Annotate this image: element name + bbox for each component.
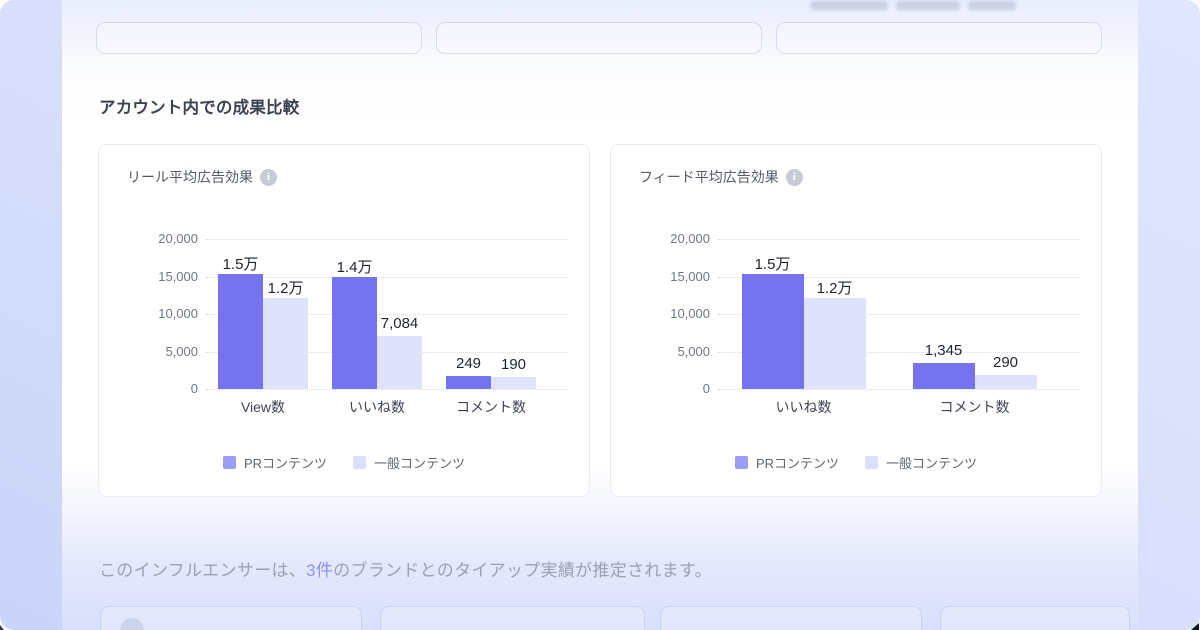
ghost-avatar bbox=[120, 618, 144, 630]
y-axis-tick: 5,000 bbox=[165, 343, 198, 359]
info-icon[interactable]: i bbox=[785, 168, 803, 186]
bar-pr bbox=[912, 363, 975, 389]
bar-general bbox=[974, 375, 1037, 389]
ghost-cropped-text bbox=[896, 1, 960, 10]
tieup-summary: このインフルエンサーは、3件のブランドとのタイアップ実績が推定されます。 bbox=[99, 556, 712, 581]
ghost-card-bottom bbox=[380, 606, 645, 630]
ghost-card-top bbox=[436, 22, 762, 54]
y-axis-tick: 15,000 bbox=[158, 268, 198, 284]
section-title: アカウント内での成果比較 bbox=[99, 99, 300, 117]
x-axis-category: いいね数 bbox=[775, 399, 832, 415]
y-axis-tick: 20,000 bbox=[158, 231, 198, 246]
legend-swatch-pr bbox=[734, 456, 748, 469]
legend-item-general: 一般コンテンツ bbox=[353, 453, 465, 472]
legend-label-pr: PRコンテンツ bbox=[243, 456, 328, 471]
gridline bbox=[718, 276, 1080, 278]
ghost-card-bottom bbox=[660, 606, 922, 630]
summary-highlight: 3件 bbox=[306, 561, 334, 580]
cursor-artifact bbox=[1191, 623, 1199, 630]
bar-pr bbox=[218, 274, 263, 389]
summary-prefix: このインフルエンサーは、 bbox=[99, 561, 307, 580]
bar-pr bbox=[741, 274, 804, 389]
legend-item-pr: PRコンテンツ bbox=[734, 453, 840, 472]
legend-item-pr: PRコンテンツ bbox=[222, 453, 328, 472]
gridline bbox=[206, 276, 568, 278]
feed-chart-plot: 20,000 15,000 10,000 5,000 0 1.5万 1.2万いいね数 1,34… bbox=[611, 145, 1103, 498]
x-axis-category: コメント数 bbox=[939, 399, 1010, 415]
bar-value-label: 1,345 bbox=[924, 342, 963, 359]
feed-chart-card: フィード平均広告効果 i 20,000 15,000 10,000 5,000 0 1.5… bbox=[610, 144, 1102, 497]
summary-suffix: のブランドとのタイアップ実績が推定されます。 bbox=[333, 561, 712, 580]
feed-chart-title: フィード平均広告効果 bbox=[639, 169, 779, 185]
gridline bbox=[718, 239, 1080, 240]
reel-chart-card: リール平均広告効果 i 20,000 15,000 10,000 5,000 0 1.5万… bbox=[98, 144, 590, 497]
ghost-cropped-text bbox=[968, 1, 1016, 10]
legend-swatch-general bbox=[865, 456, 879, 469]
bar-value-label: 1.2万 bbox=[816, 279, 853, 297]
y-axis-tick: 5,000 bbox=[677, 343, 710, 359]
corner-artifact bbox=[0, 625, 4, 630]
bar-general bbox=[377, 335, 422, 389]
bar-value-label: 7,084 bbox=[380, 314, 419, 332]
y-axis-tick: 0 bbox=[190, 381, 198, 396]
bar-value-label: 1.4万 bbox=[336, 259, 373, 277]
gridline bbox=[718, 389, 1080, 390]
info-icon[interactable]: i bbox=[260, 168, 277, 186]
y-axis-tick: 0 bbox=[702, 381, 710, 396]
feed-chart-header: フィード平均広告効果 i bbox=[639, 167, 803, 187]
legend-item-general: 一般コンテンツ bbox=[865, 453, 977, 472]
reel-chart-title: リール平均広告効果 bbox=[127, 169, 253, 185]
ghost-card-top bbox=[96, 22, 422, 54]
y-axis-tick: 10,000 bbox=[670, 306, 710, 321]
bar-value-label: 249 bbox=[455, 354, 482, 372]
legend-label-pr: PRコンテンツ bbox=[755, 456, 840, 471]
y-axis-tick: 20,000 bbox=[670, 231, 710, 246]
legend-label-general: 一般コンテンツ bbox=[886, 456, 978, 471]
bar-pr bbox=[446, 375, 491, 389]
gridline bbox=[718, 351, 1080, 353]
x-axis-category: View数 bbox=[240, 399, 286, 415]
bar-pr bbox=[332, 277, 377, 389]
bar-value-label: 1.5万 bbox=[222, 256, 259, 274]
gridline bbox=[718, 314, 1080, 315]
bar-value-label: 290 bbox=[992, 354, 1019, 372]
bar-value-label: 190 bbox=[500, 355, 527, 373]
gridline bbox=[206, 389, 568, 390]
y-axis-tick: 15,000 bbox=[670, 268, 710, 284]
ghost-card-bottom bbox=[940, 606, 1130, 630]
feed-chart-legend: PRコンテンツ 一般コンテンツ bbox=[611, 453, 1101, 472]
legend-swatch-general bbox=[353, 456, 367, 469]
ghost-cropped-text bbox=[810, 1, 888, 10]
bar-general bbox=[491, 376, 536, 389]
reel-chart-plot: 20,000 15,000 10,000 5,000 0 1.5万 1.2万 View数 1.4… bbox=[99, 145, 591, 498]
reel-chart-legend: PRコンテンツ 一般コンテンツ bbox=[99, 453, 589, 472]
bar-value-label: 1.5万 bbox=[754, 256, 791, 274]
legend-swatch-pr bbox=[222, 456, 236, 469]
bar-general bbox=[263, 297, 308, 389]
bar-value-label: 1.2万 bbox=[267, 279, 304, 297]
reel-chart-header: リール平均広告効果 i bbox=[127, 167, 277, 187]
ghost-card-bottom bbox=[100, 606, 362, 630]
x-axis-category: いいね数 bbox=[349, 399, 405, 415]
gridline bbox=[206, 239, 568, 240]
x-axis-category: コメント数 bbox=[456, 399, 526, 415]
gridline bbox=[206, 314, 568, 315]
legend-label-general: 一般コンテンツ bbox=[374, 456, 466, 471]
bar-general bbox=[803, 297, 866, 389]
ghost-card-top bbox=[776, 22, 1102, 54]
y-axis-tick: 10,000 bbox=[158, 306, 198, 321]
